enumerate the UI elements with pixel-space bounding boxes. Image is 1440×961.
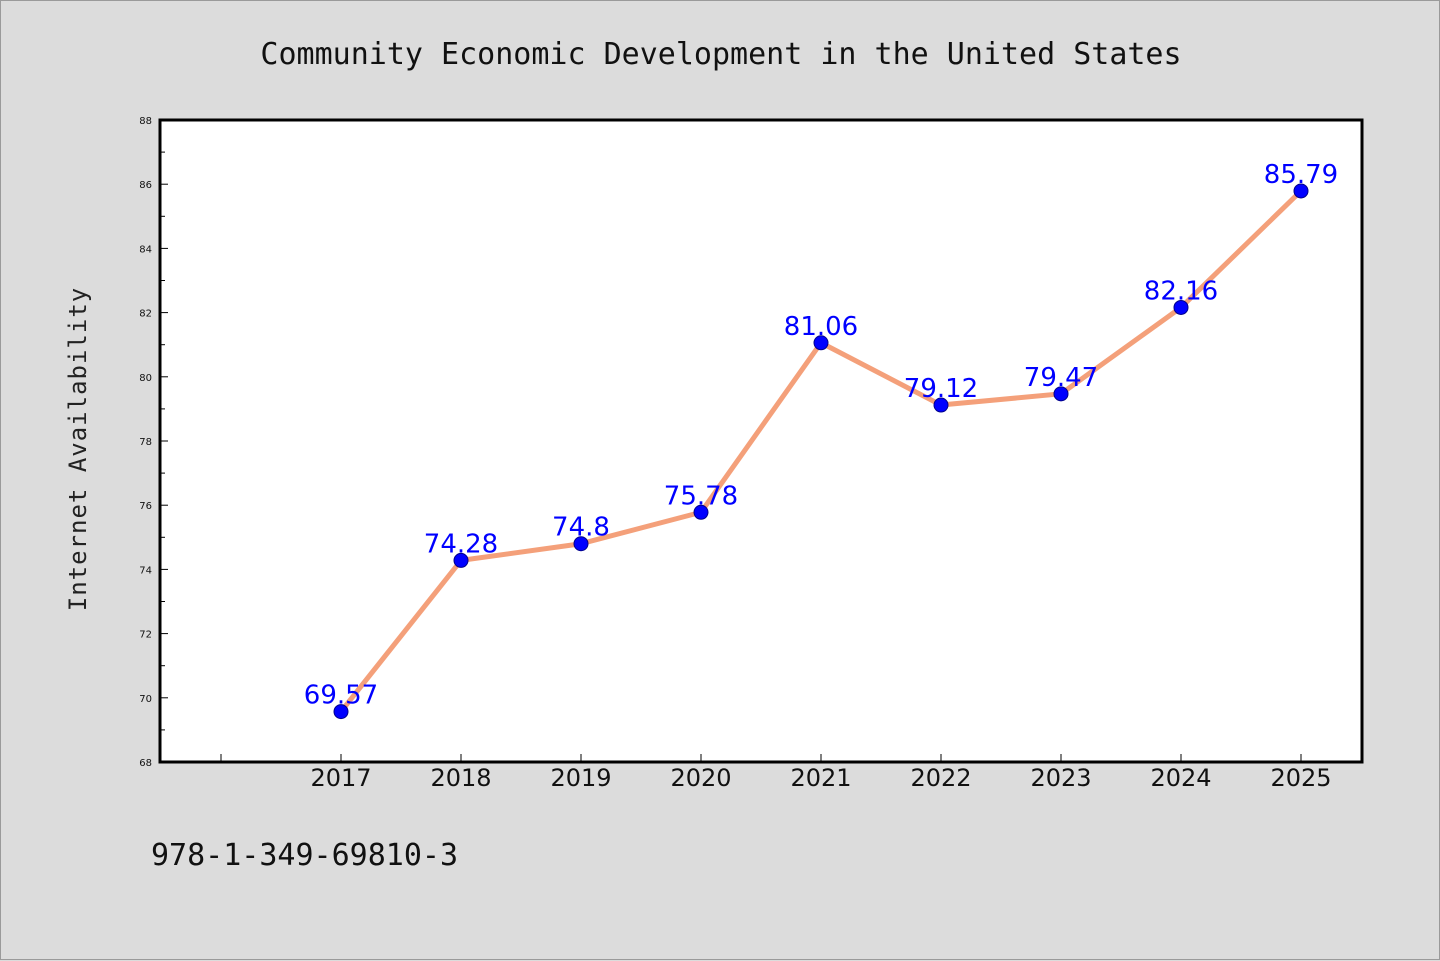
data-point-2017 xyxy=(333,704,349,720)
x-tick-label: 2020 xyxy=(670,764,731,792)
x-tick-label: 2023 xyxy=(1030,764,1091,792)
chart-title: Community Economic Development in the Un… xyxy=(260,37,1181,72)
y-tick-label: 74 xyxy=(139,565,152,576)
y-tick-label: 68 xyxy=(139,758,152,769)
x-tick-label: 2021 xyxy=(790,764,851,792)
x-tick-label: 2025 xyxy=(1270,764,1331,792)
y-tick-label: 86 xyxy=(139,180,152,191)
data-label-2025: 85.79 xyxy=(1264,160,1338,190)
y-tick-label: 88 xyxy=(139,116,152,127)
plot-area xyxy=(160,120,1362,762)
y-tick-label: 84 xyxy=(139,244,152,255)
data-label-2020: 75.78 xyxy=(664,481,738,511)
x-tick-label: 2017 xyxy=(310,764,371,792)
data-point-2019 xyxy=(573,536,589,552)
data-label-2019: 74.8 xyxy=(552,513,610,543)
y-axis-label: Internet Availability xyxy=(64,287,92,611)
data-markers xyxy=(333,183,1309,720)
y-axis: 68 70 72 74 76 78 80 82 84 86 88 xyxy=(139,116,168,769)
data-label-2018: 74.28 xyxy=(424,529,498,559)
plot-frame xyxy=(158,118,1364,764)
data-labels: 69.57 74.28 74.8 75.78 81.06 79.12 79.47 82.16 8… xyxy=(304,160,1338,711)
x-axis: 2017 2018 2019 2020 2021 2022 2023 2024 2025 xyxy=(220,754,1332,792)
data-label-2022: 79.12 xyxy=(904,374,978,404)
data-label-2023: 79.47 xyxy=(1024,363,1098,393)
data-point-2018 xyxy=(453,552,469,568)
y-tick-label: 70 xyxy=(139,694,152,705)
y-tick-label: 82 xyxy=(139,309,152,320)
x-tick-label: 2022 xyxy=(910,764,971,792)
x-tick-label: 2019 xyxy=(550,764,611,792)
y-tick-label: 72 xyxy=(139,630,152,641)
data-label-2017: 69.57 xyxy=(304,681,378,711)
y-tick-label: 76 xyxy=(139,501,152,512)
data-point-2025 xyxy=(1293,183,1309,199)
data-point-2020 xyxy=(693,504,709,520)
y-tick-label: 78 xyxy=(139,437,152,448)
x-tick-label: 2018 xyxy=(430,764,491,792)
y-tick-label: 80 xyxy=(139,373,152,384)
x-tick-label: 2024 xyxy=(1150,764,1211,792)
data-label-2024: 82.16 xyxy=(1144,276,1218,306)
data-point-2021 xyxy=(813,335,829,351)
data-point-2024 xyxy=(1173,299,1189,315)
footer-code: 978-1-349-69810-3 xyxy=(151,838,458,873)
data-point-2022 xyxy=(933,397,949,413)
data-point-2023 xyxy=(1053,386,1069,402)
data-label-2021: 81.06 xyxy=(784,312,858,342)
